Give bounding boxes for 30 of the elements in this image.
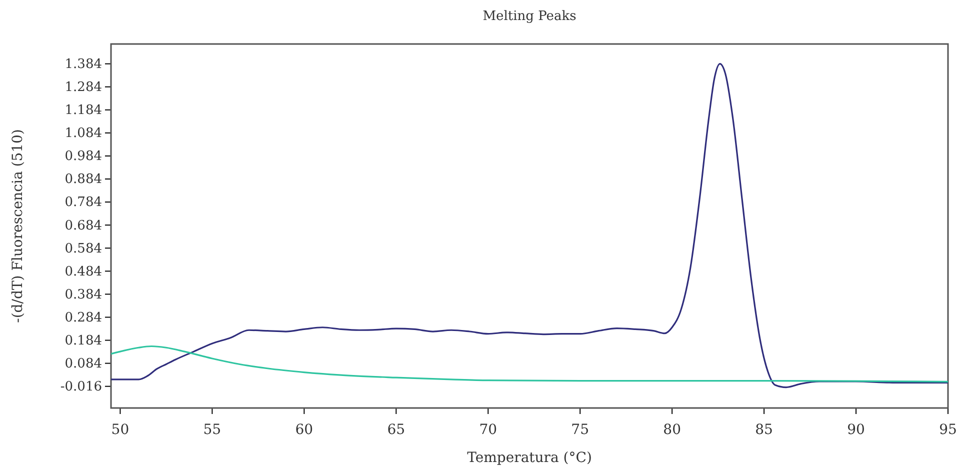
x-tick-label: 90 <box>847 422 865 438</box>
line-series <box>111 345 948 383</box>
x-tick-label: 95 <box>939 422 957 438</box>
line-series <box>111 63 948 388</box>
y-tick-label: 0.784 <box>64 195 102 210</box>
x-tick-label: 50 <box>111 422 130 438</box>
y-tick-label: 0.984 <box>64 149 102 164</box>
x-axis-title: Temperatura (°C) <box>467 450 592 466</box>
x-tick-label: 75 <box>571 422 589 438</box>
y-tick-label: 0.084 <box>64 356 102 372</box>
y-tick-label: 1.384 <box>64 56 102 72</box>
y-axis-title: -(d/dT) Fluorescencia (510) <box>10 129 26 323</box>
x-tick-label: 85 <box>755 422 773 438</box>
y-tick-label: 0.284 <box>64 310 102 326</box>
y-tick-label: -0.016 <box>60 380 102 395</box>
x-tick-label: 65 <box>387 422 406 438</box>
y-tick-label: 0.384 <box>64 287 102 302</box>
y-tick-label: 0.584 <box>64 241 102 256</box>
y-tick-label: 1.184 <box>64 103 102 118</box>
y-tick-label: 1.284 <box>64 80 102 96</box>
y-tick-label: 0.184 <box>64 333 102 348</box>
x-tick-label: 70 <box>479 422 498 438</box>
y-tick-label: 0.884 <box>64 172 102 188</box>
y-tick-label: 1.084 <box>64 126 102 142</box>
y-tick-label: 0.484 <box>64 264 102 280</box>
x-tick-label: 55 <box>203 422 222 438</box>
chart-title: Melting Peaks <box>482 9 576 24</box>
x-tick-label: 60 <box>295 422 314 438</box>
x-tick-label: 80 <box>663 422 681 438</box>
y-tick-label: 0.684 <box>64 218 102 234</box>
